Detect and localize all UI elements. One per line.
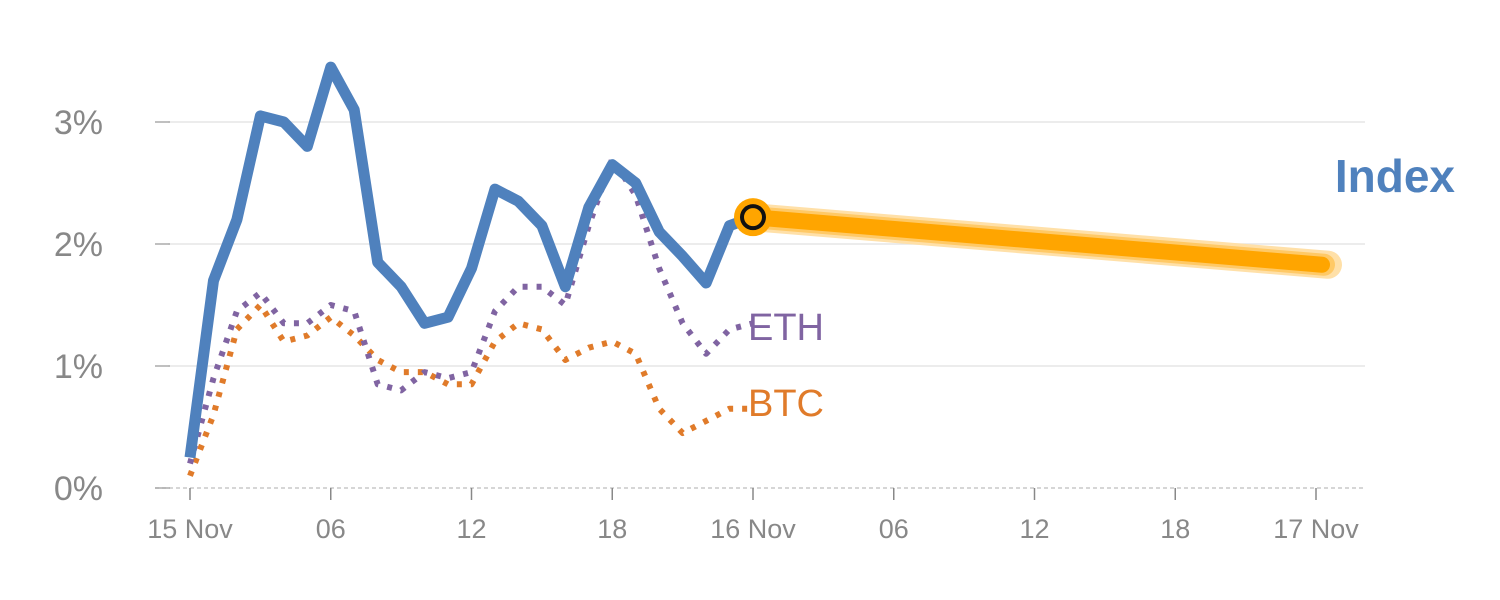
x-axis-tick-labels: 15 Nov 06 12 18 16 Nov 06 12 18 17 Nov bbox=[147, 488, 1359, 544]
series-lines bbox=[184, 61, 755, 477]
x-tick-label: 12 bbox=[456, 514, 486, 544]
y-axis-tick-labels: 0% 1% 2% 3% bbox=[54, 104, 170, 508]
marker-inner-circle bbox=[740, 204, 766, 231]
x-tick-label: 16 Nov bbox=[710, 514, 796, 544]
y-tick-label: 1% bbox=[54, 348, 103, 386]
x-tick-label: 06 bbox=[879, 514, 909, 544]
btc-series-line bbox=[187, 302, 753, 477]
current-value-marker bbox=[734, 198, 772, 237]
x-tick-label: 18 bbox=[597, 514, 627, 544]
x-tick-label: 17 Nov bbox=[1273, 514, 1359, 544]
index-series-line bbox=[184, 61, 755, 459]
x-tick-label: 12 bbox=[1019, 514, 1049, 544]
eth-series-label: ETH bbox=[748, 307, 824, 349]
y-tick-label: 0% bbox=[54, 470, 103, 508]
x-tick-label: 15 Nov bbox=[147, 514, 233, 544]
forecast-band bbox=[739, 203, 1342, 279]
eth-series-line bbox=[187, 155, 754, 465]
btc-series-label: BTC bbox=[748, 383, 824, 425]
index-series-label: Index bbox=[1335, 150, 1456, 202]
x-tick-label: 18 bbox=[1160, 514, 1190, 544]
y-tick-label: 2% bbox=[54, 226, 103, 264]
forecast-line bbox=[745, 209, 1330, 273]
x-tick-label: 06 bbox=[316, 514, 346, 544]
y-tick-label: 3% bbox=[54, 104, 103, 142]
